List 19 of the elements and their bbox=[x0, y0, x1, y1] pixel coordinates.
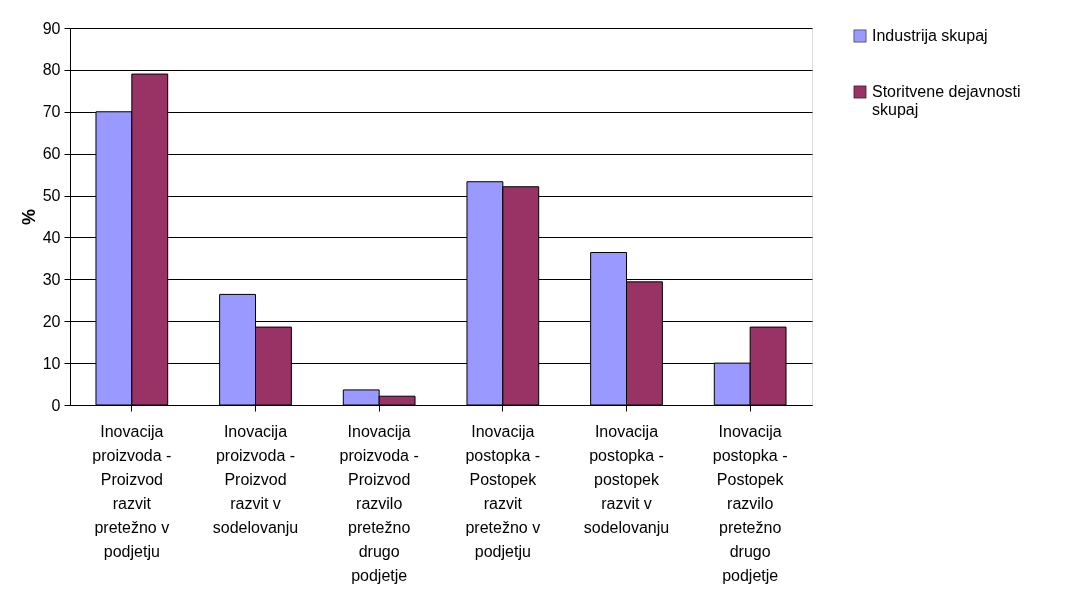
x-tick-label: Inovacija postopka - Postopek razvilo pretežno drugo podjetje bbox=[712, 422, 788, 584]
y-tick-label: 60 bbox=[42, 145, 61, 163]
y-tick-label: 90 bbox=[42, 19, 61, 37]
legend-label: Storitvene dejavnosti skupaj bbox=[872, 83, 1021, 118]
x-tick-label: Inovacija postopka - postopek razvit v sodelovanju bbox=[583, 422, 670, 536]
x-tick-label: Inovacija proizvoda - Proizvod razvit v sodelovanju bbox=[212, 422, 299, 536]
y-tick-label: 10 bbox=[42, 354, 61, 372]
y-axis-title: % bbox=[18, 208, 39, 226]
y-tick-label: 30 bbox=[42, 270, 61, 288]
y-tick-label: 0 bbox=[51, 396, 61, 414]
y-tick-label: 20 bbox=[42, 312, 61, 330]
x-tick-label: Inovacija postopka - Postopek razvit pretežno v podjetju bbox=[465, 422, 541, 560]
y-tick-label: 80 bbox=[42, 61, 61, 79]
y-tick-label: 50 bbox=[42, 187, 61, 205]
x-tick-label: Inovacija proizvoda - Proizvod razvit pretežno v podjetju bbox=[92, 422, 172, 560]
y-tick-label: 40 bbox=[42, 228, 61, 246]
x-tick-label: Inovacija proizvoda - Proizvod razvilo pretežno drugo podjetje bbox=[339, 422, 419, 584]
y-tick-label: 70 bbox=[42, 103, 61, 121]
legend-label: Industrija skupaj bbox=[872, 27, 988, 44]
